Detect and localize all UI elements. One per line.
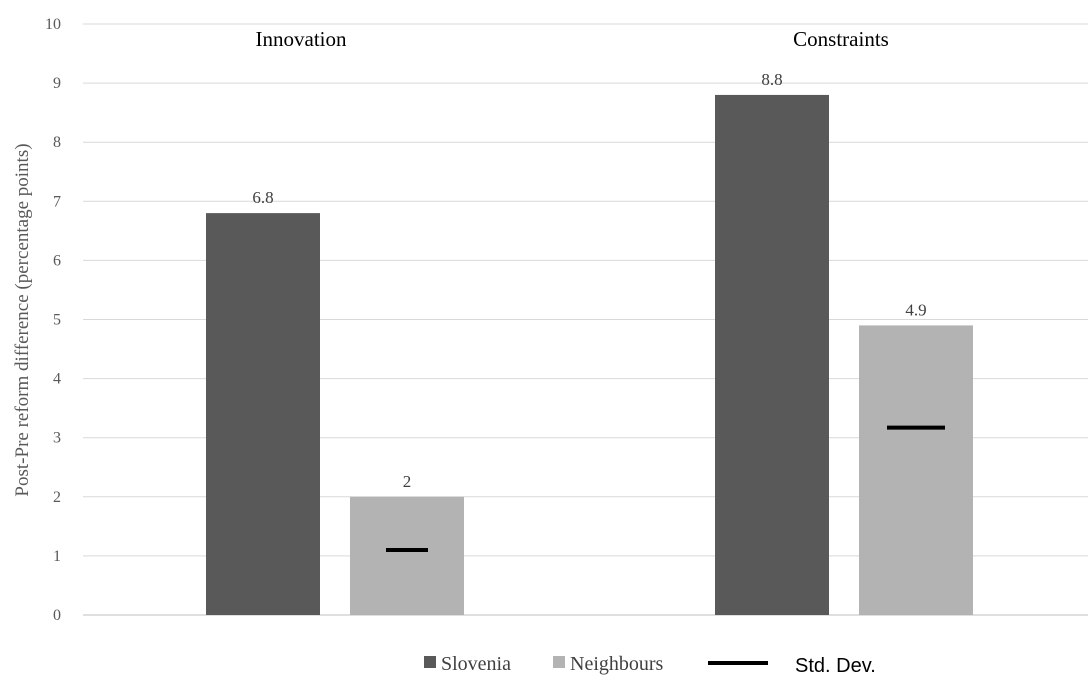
y-tick-label: 9 xyxy=(53,75,61,92)
legend-swatch-neighbours xyxy=(553,656,565,668)
legend-swatch-slovenia xyxy=(424,656,436,668)
y-tick-label: 7 xyxy=(53,193,61,210)
value-label: 8.8 xyxy=(761,70,782,89)
bar-slovenia-innovation xyxy=(206,213,320,615)
std-dev-markers xyxy=(386,425,945,552)
value-labels: 6.8 2 8.8 4.9 xyxy=(252,70,926,491)
legend-label-neighbours: Neighbours xyxy=(570,653,664,675)
y-tick-label: 6 xyxy=(53,252,61,269)
bars xyxy=(206,94,973,616)
legend-label-std-dev: Std. Dev. xyxy=(795,655,876,675)
y-tick-label: 4 xyxy=(53,371,61,388)
bar-slovenia-constraints xyxy=(715,94,829,616)
value-label: 6.8 xyxy=(252,188,273,207)
category-label-constraints: Constraints xyxy=(793,27,889,51)
bar-neighbours-constraints xyxy=(859,325,973,615)
value-label: 2 xyxy=(403,472,412,491)
y-tick-label: 0 xyxy=(53,607,61,624)
y-tick-label: 3 xyxy=(53,430,61,447)
y-axis-label: Post-Pre reform difference (percentage p… xyxy=(12,143,33,496)
legend-label-slovenia: Slovenia xyxy=(441,653,511,675)
category-label-innovation: Innovation xyxy=(256,27,347,51)
category-labels: Innovation Constraints xyxy=(256,27,889,51)
y-tick-label: 5 xyxy=(53,312,61,329)
bar-neighbours-innovation xyxy=(350,496,464,615)
value-label: 4.9 xyxy=(905,300,926,319)
y-tick-label: 8 xyxy=(53,134,61,151)
y-tick-label: 1 xyxy=(53,548,61,565)
y-tick-label: 2 xyxy=(53,489,61,506)
y-tick-label: 10 xyxy=(45,16,61,33)
legend: Slovenia Neighbours Std. Dev. xyxy=(424,653,876,675)
y-axis-ticks: 0 1 2 3 4 5 6 7 8 9 10 xyxy=(45,16,61,624)
